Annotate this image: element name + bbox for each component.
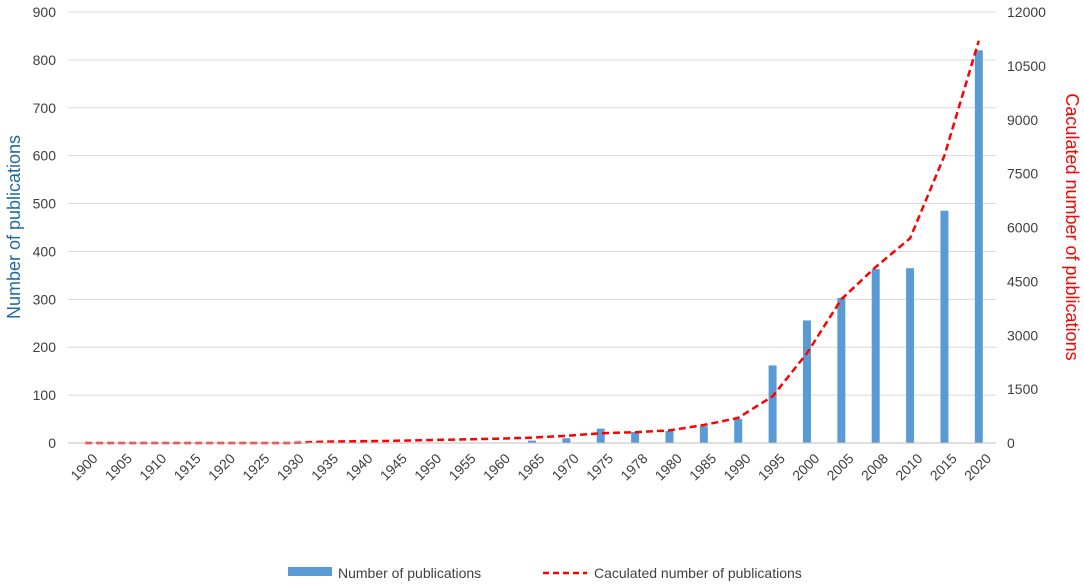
y-tick-label: 500 (33, 196, 57, 212)
x-tick-label: 1975 (583, 450, 616, 483)
y2-tick-label: 10500 (1007, 58, 1046, 74)
x-tick-label: 2008 (858, 450, 891, 483)
y2-tick-label: 4500 (1007, 273, 1038, 289)
x-tick-label: 1985 (686, 450, 719, 483)
bar (528, 440, 536, 443)
left-axis-title: Number of publications (4, 135, 24, 319)
y2-tick-label: 12000 (1007, 4, 1046, 20)
x-tick-label: 1905 (102, 450, 135, 483)
x-tick-label: 1940 (342, 450, 375, 483)
bar-series (528, 50, 983, 444)
y2-tick-label: 6000 (1007, 220, 1038, 236)
legend-swatch-bar (288, 567, 332, 576)
x-tick-label: 1900 (67, 450, 100, 483)
y2-tick-label: 3000 (1007, 327, 1038, 343)
x-tick-label: 1945 (377, 450, 410, 483)
y2-tick-label: 1500 (1007, 381, 1038, 397)
bar (699, 426, 708, 443)
x-tick-label: 1920 (205, 450, 238, 483)
right-axis-title: Caculated number of publications (1062, 93, 1082, 360)
x-tick-label: 1950 (411, 450, 444, 483)
x-tick-label: 2015 (927, 450, 960, 483)
x-tick-label: 1995 (755, 450, 788, 483)
x-tick-label: 2020 (961, 450, 994, 483)
legend: Number of publications Caculated number … (288, 565, 802, 581)
y-tick-label: 900 (33, 4, 57, 20)
x-tick-label: 1915 (170, 450, 203, 483)
y-tick-label: 700 (33, 100, 57, 116)
x-tick-label: 1910 (136, 450, 169, 483)
bar (596, 428, 605, 443)
y-tick-label: 0 (48, 435, 56, 451)
y-tick-label: 400 (33, 243, 57, 259)
x-tick-label: 2010 (892, 450, 925, 483)
left-tick-labels: 0 100 200 300 400 500 600 700 800 900 (33, 4, 57, 451)
bar (665, 431, 674, 443)
x-tick-label: 1955 (445, 450, 478, 483)
bar (940, 210, 949, 443)
x-tick-label: 1935 (308, 450, 341, 483)
x-tick-label: 1990 (720, 450, 753, 483)
x-tick-labels: 1900 1905 1910 1915 1920 1925 1930 1935 1940 1945… (67, 450, 994, 483)
x-tick-label: 1978 (617, 450, 650, 483)
bar (562, 438, 571, 443)
y-tick-label: 800 (33, 52, 57, 68)
x-tick-label: 1925 (239, 450, 272, 483)
x-tick-label: 1965 (514, 450, 547, 483)
y-tick-label: 200 (33, 339, 57, 355)
y2-tick-label: 0 (1007, 435, 1015, 451)
x-tick-label: 1970 (549, 450, 582, 483)
gridlines (68, 11, 996, 396)
bar (802, 320, 811, 443)
y-tick-label: 100 (33, 387, 57, 403)
y-tick-label: 600 (33, 148, 57, 164)
legend-label-line: Caculated number of publications (594, 565, 802, 581)
legend-label-bar: Number of publications (338, 565, 481, 581)
bar (974, 50, 983, 444)
y2-tick-label: 9000 (1007, 112, 1038, 128)
bar (734, 419, 743, 443)
bar (837, 297, 846, 443)
bar (871, 269, 880, 443)
bar (631, 431, 640, 443)
x-tick-label: 1960 (480, 450, 513, 483)
bar (768, 365, 777, 443)
bar (906, 268, 915, 443)
x-tick-label: 1930 (274, 450, 307, 483)
right-tick-labels: 0 1500 3000 4500 6000 7500 9000 10500 12000 (1007, 4, 1046, 451)
x-tick-label: 2000 (789, 450, 822, 483)
y2-tick-label: 7500 (1007, 166, 1038, 182)
y-tick-label: 300 (33, 291, 57, 307)
x-tick-label: 2005 (823, 450, 856, 483)
x-tick-label: 1980 (652, 450, 685, 483)
